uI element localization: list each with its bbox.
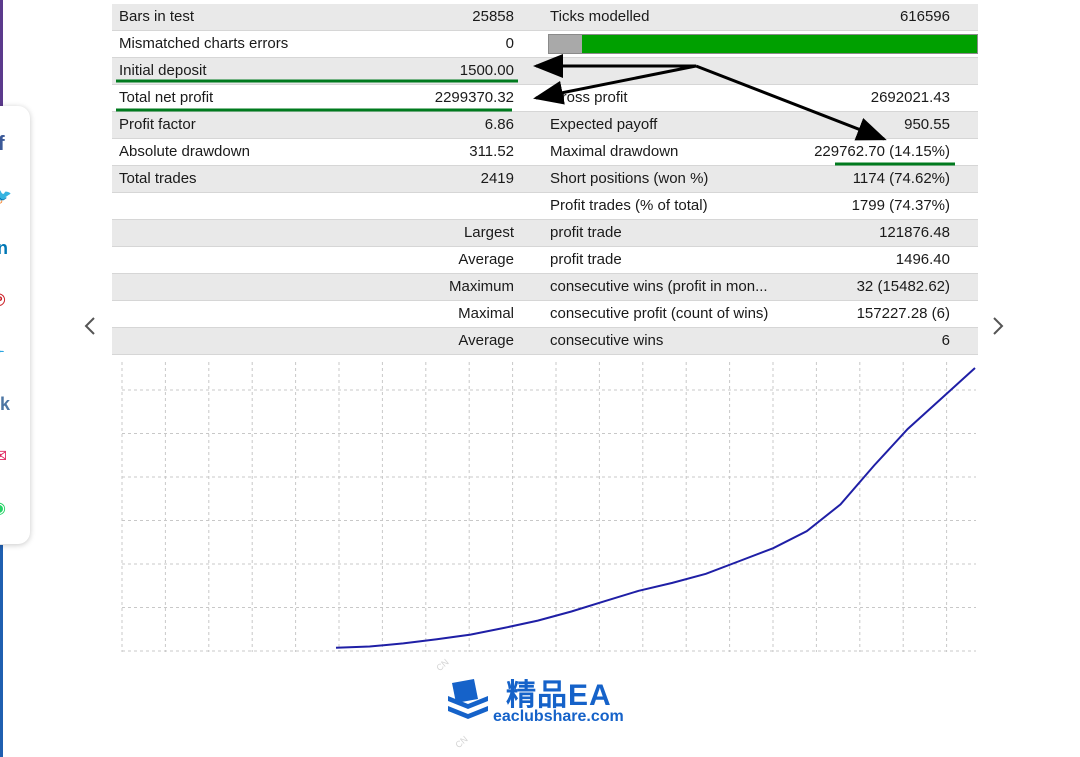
balance-curve — [335, 367, 976, 649]
modelling-quality-bar-gray — [549, 35, 583, 53]
row-label: Profit factor — [119, 116, 196, 133]
row-value-2: 6 — [941, 332, 950, 349]
report-row: Total net profit 2299370.32 Gross profit… — [112, 85, 978, 112]
vk-icon[interactable]: vk — [0, 393, 11, 414]
facebook-icon[interactable]: f — [0, 132, 5, 155]
row-label-2: consecutive wins (profit in mon... — [550, 278, 768, 295]
row-value-2: 121876.48 — [879, 224, 950, 241]
report-row: Profit trades (% of total) 1799 (74.37%) — [112, 193, 978, 220]
report-row: Average profit trade 1496.40 — [112, 247, 978, 274]
arrow-to-net-profit — [533, 64, 697, 105]
row-label-2: Maximal drawdown — [550, 143, 679, 160]
row-value: 2299370.32 — [434, 89, 514, 106]
left-edge-strip — [0, 545, 3, 757]
logo-title: 精品EA — [506, 679, 612, 712]
linkedin-icon[interactable]: in — [0, 237, 8, 258]
left-edge-strip — [0, 0, 3, 106]
row-label: Mismatched charts errors — [119, 35, 289, 52]
report-row: Total trades 2419 Short positions (won %… — [112, 166, 978, 193]
report-row: Bars in test 25858 Ticks modelled 616596 — [112, 4, 978, 31]
share-panel: f 🐦 in ℗ ✈ vk ✉ ◉ — [0, 106, 30, 544]
carousel-prev-button[interactable] — [80, 312, 100, 340]
row-value: 1500.00 — [459, 62, 514, 79]
row-value: 2419 — [480, 170, 514, 187]
row-value-2: 229762.70 (14.15%) — [814, 143, 950, 160]
telegram-icon[interactable]: ✈ — [0, 340, 20, 364]
row-value-2: 950.55 — [904, 116, 950, 133]
row-value-2: 1496.40 — [895, 251, 950, 268]
row-label-2: Ticks modelled — [550, 8, 650, 25]
row-value: Average — [458, 251, 514, 268]
row-value: Largest — [463, 224, 514, 241]
row-value: 25858 — [472, 8, 514, 25]
row-value: Maximal — [458, 305, 514, 322]
row-label: Total net profit — [119, 89, 214, 106]
row-value: 6.86 — [484, 116, 514, 133]
row-label-2: profit trade — [550, 224, 622, 241]
row-value-2: 157227.28 (6) — [856, 305, 950, 322]
row-label-2: profit trade — [550, 251, 622, 268]
report-row: Maximum consecutive wins (profit in mon.… — [112, 274, 978, 301]
report-row: Profit factor 6.86 Expected payoff 950.5… — [112, 112, 978, 139]
report-row: Average consecutive wins 6 — [112, 328, 978, 355]
pinterest-icon[interactable]: ℗ — [0, 288, 20, 312]
row-value: Maximum — [448, 278, 514, 295]
logo-icon — [448, 679, 488, 719]
report-row: Maximal consecutive profit (count of win… — [112, 301, 978, 328]
row-label: Absolute drawdown — [119, 143, 250, 160]
row-value: 0 — [505, 35, 514, 52]
row-label-2: Expected payoff — [550, 116, 658, 133]
row-label-2: Short positions (won %) — [550, 170, 709, 187]
row-label: Initial deposit — [119, 62, 207, 79]
row-label-2: Gross profit — [550, 89, 628, 106]
email-icon[interactable]: ✉ — [0, 444, 20, 468]
twitter-icon[interactable]: 🐦 — [0, 188, 12, 205]
row-label: Bars in test — [119, 8, 195, 25]
row-label-2: consecutive wins — [550, 332, 664, 349]
row-value: Average — [458, 332, 514, 349]
row-value-2: 616596 — [899, 8, 950, 25]
row-value-2: 32 (15482.62) — [856, 278, 950, 295]
arrow-to-drawdown — [695, 64, 887, 141]
row-label-2: consecutive profit (count of wins) — [550, 305, 769, 322]
row-label: Total trades — [119, 170, 197, 187]
carousel-next-button[interactable] — [988, 312, 1008, 340]
balance-chart — [121, 362, 976, 652]
row-value-2: 1174 (74.62%) — [852, 170, 950, 187]
row-value-2: 1799 (74.37%) — [851, 197, 950, 214]
modelling-quality-bar — [548, 34, 978, 54]
row-value: 311.52 — [469, 143, 514, 160]
logo-site: eaclubshare.com — [493, 708, 624, 725]
report-row: Mismatched charts errors 0 — [112, 31, 978, 58]
chevron-left-icon — [84, 317, 95, 335]
whatsapp-icon[interactable]: ◉ — [0, 496, 20, 520]
backtest-report-table: Bars in test 25858 Ticks modelled 616596… — [112, 4, 978, 356]
report-row: Absolute drawdown 311.52 Maximal drawdow… — [112, 139, 978, 166]
row-label-2: Profit trades (% of total) — [550, 197, 708, 214]
report-row: Largest profit trade 121876.48 — [112, 220, 978, 247]
row-value-2: 2692021.43 — [870, 89, 950, 106]
chevron-right-icon — [993, 317, 1004, 335]
